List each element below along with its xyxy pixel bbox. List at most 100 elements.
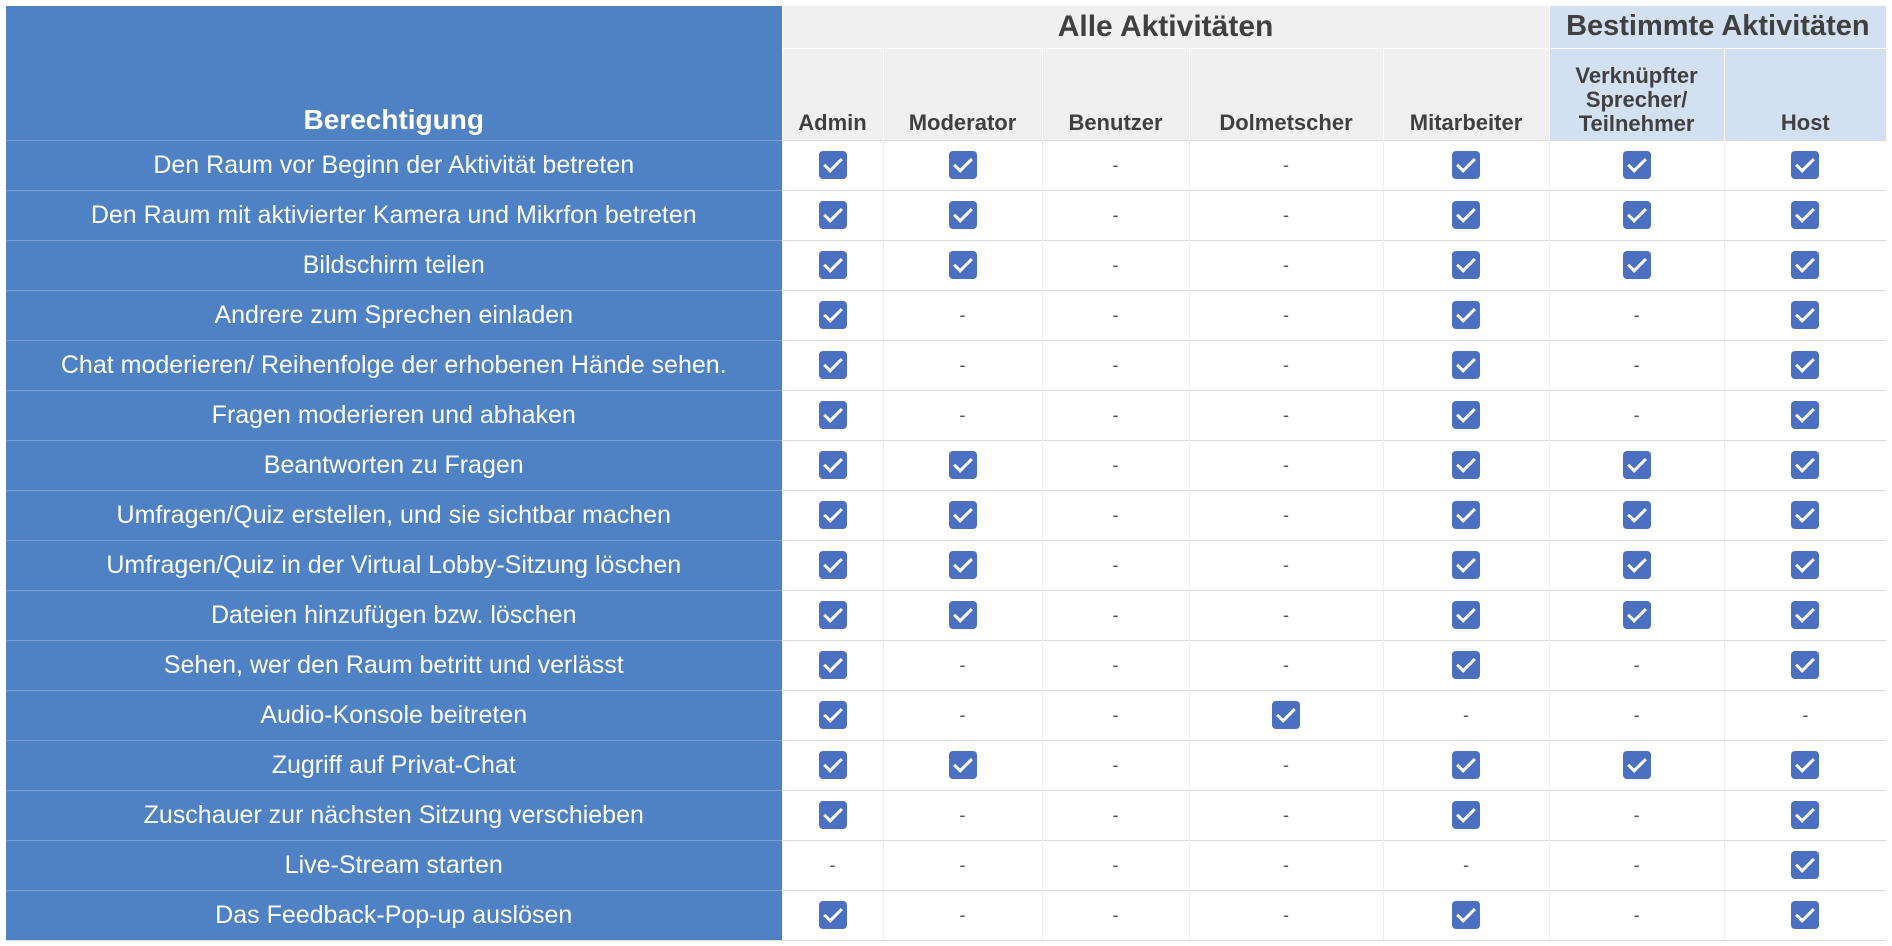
checked-checkbox-icon [818,501,847,529]
dash-mark: - [1633,704,1640,725]
permission-label: Chat moderieren/ Reihenfolge der erhoben… [6,339,782,390]
permission-cell: - [1041,239,1189,290]
permission-cell: - [1548,889,1725,941]
permission-cell [781,339,883,390]
dash-mark: - [1283,154,1289,175]
permission-cell [882,739,1042,790]
permission-cell: - [1548,839,1725,890]
permission-cell [781,289,883,340]
dash-mark: - [1112,504,1119,525]
permission-cell: - [1041,639,1189,690]
permission-cell: - [1188,339,1383,390]
dash-mark: - [1633,904,1640,925]
checked-checkbox-icon [818,701,847,729]
permission-cell [1548,439,1725,490]
permission-label: Dateien hinzufügen bzw. löschen [6,589,782,640]
dash-mark: - [1283,904,1289,925]
permission-cell: - [882,639,1042,690]
dash-mark: - [1463,704,1470,725]
permission-cell [882,489,1042,540]
checked-checkbox-icon [818,601,847,629]
checked-checkbox-icon [1791,201,1820,229]
permission-cell [781,139,883,190]
permission-cell: - [1723,689,1887,740]
dash-mark: - [1283,554,1289,575]
checked-checkbox-icon [1622,501,1651,529]
permission-cell [781,739,883,790]
permission-label: Den Raum mit aktivierter Kamera und Mikr… [6,189,782,240]
permission-cell: - [1548,389,1725,440]
dash-mark: - [1283,754,1289,775]
permission-cell [1723,639,1887,690]
dash-mark: - [1112,204,1119,225]
dash-mark: - [1283,504,1289,525]
table-row: Zugriff auf Privat-Chat - - [6,739,1887,790]
checked-checkbox-icon [948,251,977,279]
dash-mark: - [1283,454,1289,475]
permission-cell: - [1188,739,1383,790]
permission-label: Audio-Konsole beitreten [6,689,782,740]
checked-checkbox-icon [1791,501,1820,529]
permission-cell [781,489,883,540]
dash-mark: - [1633,654,1640,675]
permission-cell: - [1041,889,1189,941]
dash-mark: - [1802,704,1809,725]
checked-checkbox-icon [818,251,847,279]
permission-cell [1382,789,1550,840]
dash-mark: - [1112,354,1119,375]
permission-cell [1382,289,1550,340]
permission-label: Beantworten zu Fragen [6,439,782,490]
table-row: Den Raum vor Beginn der Aktivität betret… [6,139,1887,190]
checked-checkbox-icon [1791,801,1820,829]
checked-checkbox-icon [1791,601,1820,629]
dash-mark: - [1112,154,1119,175]
permission-cell: - [1188,539,1383,590]
permission-cell [882,439,1042,490]
checked-checkbox-icon [818,301,847,329]
checked-checkbox-icon [818,551,847,579]
permission-cell [1548,139,1725,190]
dash-mark: - [1112,604,1119,625]
dash-mark: - [959,904,966,925]
permission-label: Sehen, wer den Raum betritt und verlässt [6,639,782,690]
checked-checkbox-icon [1622,601,1651,629]
checked-checkbox-icon [948,501,977,529]
checked-checkbox-icon [1791,751,1820,779]
dash-mark: - [1283,354,1289,375]
permission-label: Bildschirm teilen [6,239,782,290]
dash-mark: - [1463,854,1470,875]
dash-mark: - [1633,304,1640,325]
checked-checkbox-icon [1452,551,1481,579]
dash-mark: - [959,654,966,675]
dash-mark: - [1112,904,1119,925]
permission-cell [781,889,883,941]
checked-checkbox-icon [1452,151,1481,179]
dash-mark: - [1112,804,1119,825]
permission-cell: - [1188,639,1383,690]
permission-cell [1723,189,1887,240]
checked-checkbox-icon [818,451,847,479]
checked-checkbox-icon [1791,901,1820,929]
permission-label: Zuschauer zur nächsten Sitzung verschieb… [6,789,782,840]
permission-label: Andrere zum Sprechen einladen [6,289,782,340]
permission-cell [1723,389,1887,440]
permission-cell [882,189,1042,240]
dash-mark: - [1283,204,1289,225]
table-row: Bildschirm teilen - - [6,239,1887,290]
permission-cell [1382,539,1550,590]
permission-cell [1723,789,1887,840]
permission-label: Fragen moderieren und abhaken [6,389,782,440]
permission-cell [1382,139,1550,190]
checked-checkbox-icon [948,451,977,479]
permission-cell: - [1041,139,1189,190]
permission-cell: - [1188,289,1383,340]
checked-checkbox-icon [1791,351,1820,379]
checked-checkbox-icon [1791,151,1820,179]
dash-mark: - [1112,404,1119,425]
permission-cell: - [781,839,883,890]
table-row: Sehen, wer den Raum betritt und verlässt… [6,639,1887,690]
dash-mark: - [959,804,966,825]
checked-checkbox-icon [1791,451,1820,479]
checked-checkbox-icon [948,601,977,629]
checked-checkbox-icon [1622,151,1651,179]
